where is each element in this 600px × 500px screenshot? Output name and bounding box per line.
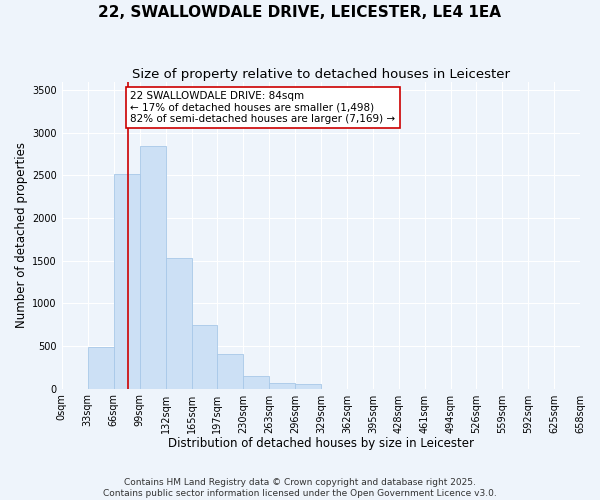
Bar [140, 146, 166, 388]
Text: Contains HM Land Registry data © Crown copyright and database right 2025.
Contai: Contains HM Land Registry data © Crown c… [103, 478, 497, 498]
Text: 22 SWALLOWDALE DRIVE: 84sqm
← 17% of detached houses are smaller (1,498)
82% of : 22 SWALLOWDALE DRIVE: 84sqm ← 17% of det… [130, 91, 395, 124]
Bar [243, 376, 269, 388]
Bar [88, 347, 113, 389]
Bar [217, 354, 243, 388]
Bar [166, 258, 191, 388]
Bar [114, 174, 140, 388]
Bar [192, 324, 217, 388]
Title: Size of property relative to detached houses in Leicester: Size of property relative to detached ho… [132, 68, 510, 80]
Bar [295, 384, 320, 388]
Y-axis label: Number of detached properties: Number of detached properties [15, 142, 28, 328]
Text: 22, SWALLOWDALE DRIVE, LEICESTER, LE4 1EA: 22, SWALLOWDALE DRIVE, LEICESTER, LE4 1E… [98, 5, 502, 20]
X-axis label: Distribution of detached houses by size in Leicester: Distribution of detached houses by size … [168, 437, 474, 450]
Bar [269, 382, 295, 388]
